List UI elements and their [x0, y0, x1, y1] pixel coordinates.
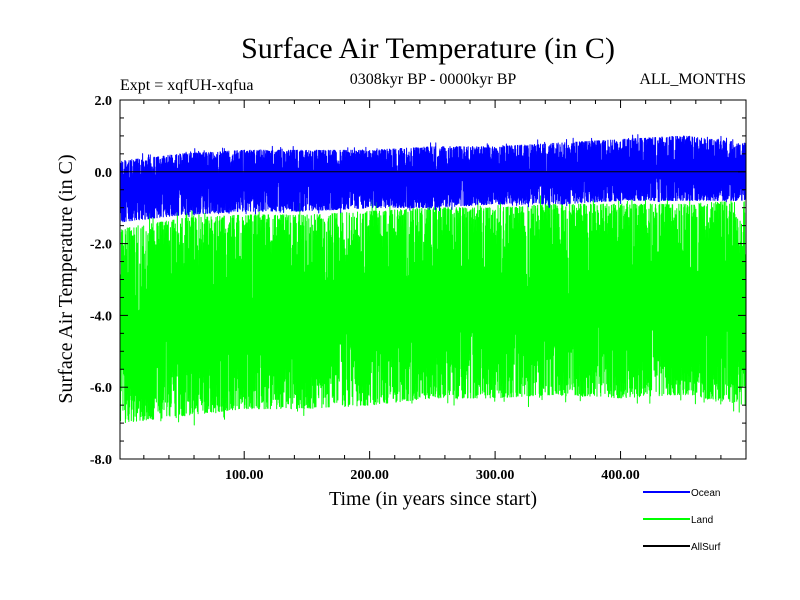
chart-subtitle-center: 0308kyr BP - 0000kyr BP — [350, 71, 517, 88]
y-tick-label: -8.0 — [90, 453, 112, 468]
x-tick-label: 100.00 — [225, 468, 264, 483]
x-tick-label: 400.00 — [601, 468, 640, 483]
legend-label-ocean: Ocean — [691, 488, 720, 499]
series-line-land — [119, 192, 747, 426]
y-axis-label: Surface Air Temperature (in C) — [55, 154, 77, 403]
chart-subtitle-left: Expt = xqfUH-xqfua — [120, 77, 253, 94]
x-axis-label: Time (in years since start) — [329, 488, 537, 510]
y-tick-label: 0.0 — [95, 166, 113, 181]
chart-title: Surface Air Temperature (in C) — [241, 32, 615, 65]
y-tick-label: -6.0 — [90, 381, 112, 396]
legend-label-allsurf: AllSurf — [691, 542, 721, 553]
axis-layer: 2.0 0.0 -2.0 -4.0 -6.0 -8.0 100.00 200.00 300.00… — [90, 94, 747, 483]
y-tick-label: 2.0 — [95, 94, 113, 109]
series-layer — [119, 134, 747, 426]
legend-label-land: Land — [691, 515, 713, 526]
y-tick-label: -2.0 — [90, 238, 112, 253]
x-tick-label: 200.00 — [350, 468, 389, 483]
series-line-ocean — [119, 134, 747, 223]
x-tick-label: 300.00 — [476, 468, 515, 483]
chart-subtitle-right: ALL_MONTHS — [639, 71, 746, 88]
legend: Ocean Land AllSurf — [643, 488, 721, 553]
y-tick-label: -4.0 — [90, 309, 112, 324]
